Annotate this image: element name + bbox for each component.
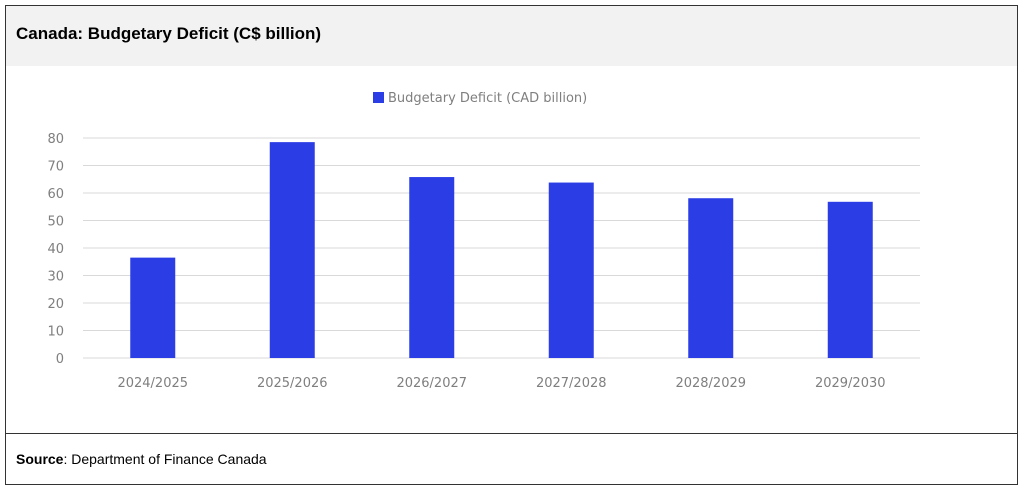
- legend-label: Budgetary Deficit (CAD billion): [388, 91, 587, 106]
- source-label: Source: [16, 451, 64, 467]
- y-tick-label: 60: [47, 187, 64, 202]
- y-axis: 0 10 20 30 40 50 60 70 80: [47, 132, 64, 367]
- bar-2029-2030: [827, 201, 873, 358]
- y-tick-label: 30: [47, 270, 64, 285]
- y-tick-label: 0: [56, 352, 64, 367]
- chart-area: Budgetary Deficit (CAD billion) 0 10 20 30 4…: [6, 66, 1017, 433]
- gridlines: [83, 137, 920, 359]
- y-tick-label: 10: [47, 325, 64, 340]
- x-axis: 2024/2025 2025/2026 2026/2027 2027/2028 2028…: [117, 376, 885, 391]
- chart-frame: Canada: Budgetary Deficit (C$ billion) B…: [5, 5, 1018, 485]
- y-tick-label: 80: [47, 132, 64, 147]
- x-tick-label: 2027/2028: [536, 376, 607, 391]
- chart-title: Canada: Budgetary Deficit (C$ billion): [16, 24, 322, 43]
- y-tick-label: 40: [47, 242, 64, 257]
- bar-2028-2029: [688, 198, 734, 358]
- bars: [130, 142, 873, 358]
- chart-legend: Budgetary Deficit (CAD billion): [373, 91, 587, 106]
- y-tick-label: 70: [47, 160, 64, 175]
- source-text: : Department of Finance Canada: [63, 451, 267, 467]
- bar-2025-2026: [269, 142, 315, 358]
- bar-2024-2025: [130, 257, 176, 358]
- x-tick-label: 2024/2025: [117, 376, 188, 391]
- x-tick-label: 2028/2029: [675, 376, 746, 391]
- bar-2027-2028: [548, 182, 594, 358]
- x-tick-label: 2025/2026: [257, 376, 328, 391]
- bar-2026-2027: [409, 177, 455, 358]
- legend-swatch: [373, 92, 384, 103]
- x-tick-label: 2029/2030: [815, 376, 886, 391]
- bar-chart: Budgetary Deficit (CAD billion) 0 10 20 30 4…: [47, 91, 920, 391]
- y-tick-label: 50: [47, 215, 64, 230]
- y-tick-label: 20: [47, 297, 64, 312]
- x-tick-label: 2026/2027: [396, 376, 467, 391]
- title-bar: Canada: Budgetary Deficit (C$ billion): [6, 6, 1017, 66]
- source-note: Source: Department of Finance Canada: [16, 451, 267, 467]
- footer-divider: [6, 433, 1017, 434]
